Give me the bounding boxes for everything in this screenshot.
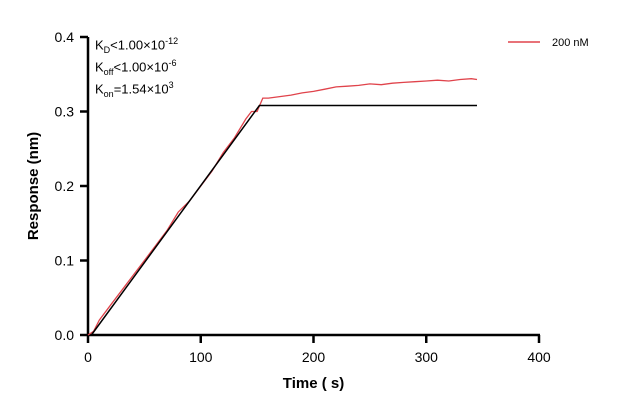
y-tick-label: 0.3 <box>55 104 75 120</box>
series-line-0 <box>87 78 478 336</box>
x-tick-label: 200 <box>302 349 326 365</box>
legend-label: 200 nM <box>552 37 589 49</box>
annotation-kd: KD<1.00×10-12 <box>95 36 179 55</box>
y-tick-label: 0.0 <box>55 327 75 343</box>
y-tick-label: 0.2 <box>55 178 75 194</box>
y-tick-label: 0.4 <box>55 29 75 45</box>
x-axis-label: Time ( s) <box>283 375 344 392</box>
x-tick-label: 400 <box>527 349 551 365</box>
x-tick-label: 300 <box>415 349 439 365</box>
x-tick-label: 100 <box>189 349 213 365</box>
y-tick-label: 0.1 <box>55 253 75 269</box>
annotation-kon: Kon=1.54×103 <box>95 80 174 99</box>
x-tick-label: 0 <box>84 349 92 365</box>
fit-line <box>90 104 477 336</box>
annotation-koff: Koff<1.00×10-6 <box>95 58 177 77</box>
y-axis-label: Response (nm) <box>25 132 42 240</box>
